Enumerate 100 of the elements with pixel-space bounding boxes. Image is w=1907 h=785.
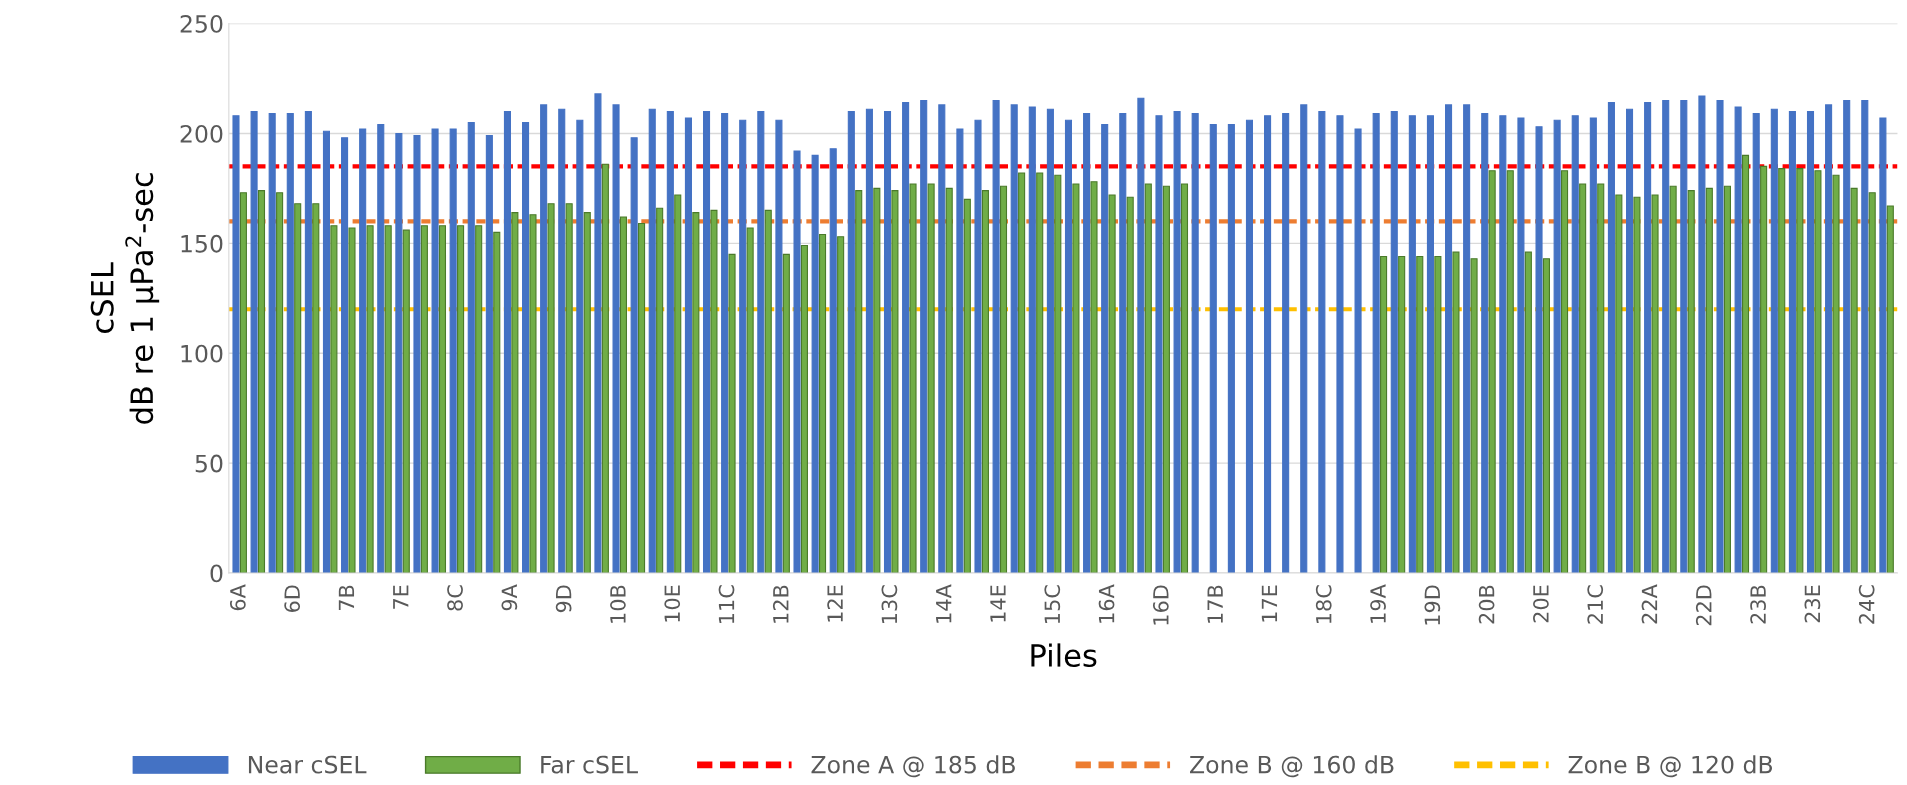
bar xyxy=(1615,194,1623,574)
bar xyxy=(1318,110,1326,574)
bar xyxy=(1010,104,1018,574)
bar xyxy=(1524,251,1532,574)
bar xyxy=(992,99,1000,574)
bar xyxy=(1571,115,1579,574)
bar xyxy=(1850,187,1858,574)
bar xyxy=(1046,108,1054,574)
bar xyxy=(540,104,548,574)
legend-label: Zone B @ 120 dB xyxy=(1568,755,1773,778)
bar xyxy=(1452,251,1460,574)
bar xyxy=(1470,258,1478,574)
bar xyxy=(1499,115,1507,574)
bar xyxy=(1770,108,1778,574)
bar xyxy=(431,128,439,574)
bar xyxy=(1806,110,1815,574)
bar xyxy=(1597,183,1605,574)
x-tick-label: 7E xyxy=(393,585,409,609)
bar xyxy=(348,227,356,574)
bar xyxy=(1788,110,1796,574)
bar xyxy=(1506,170,1514,574)
bar xyxy=(1589,117,1597,574)
bar xyxy=(612,104,620,574)
bar xyxy=(1741,154,1750,574)
bar xyxy=(330,225,338,574)
bar xyxy=(1579,183,1587,574)
bar xyxy=(1662,99,1670,574)
bar xyxy=(1408,115,1416,574)
x-tick-label: 18C xyxy=(1315,585,1332,623)
bar xyxy=(1072,183,1080,574)
bar xyxy=(420,225,428,574)
bar xyxy=(1119,113,1127,574)
bar xyxy=(1752,113,1760,574)
bar xyxy=(1843,99,1851,574)
x-tick-label: 19D xyxy=(1424,585,1441,625)
bar xyxy=(467,121,475,574)
bar xyxy=(485,135,493,574)
bar xyxy=(547,203,555,574)
x-tick-label: 14A xyxy=(936,584,952,623)
bar xyxy=(312,203,320,574)
bar xyxy=(674,194,682,574)
bar xyxy=(1716,99,1724,574)
x-tick-label: 22D xyxy=(1695,585,1712,626)
bar xyxy=(974,119,982,574)
x-tick-label: 16A xyxy=(1098,584,1115,623)
bar xyxy=(1380,255,1388,574)
x-tick-label: 20E xyxy=(1533,585,1549,623)
bar xyxy=(847,110,855,574)
bar xyxy=(837,236,845,574)
bar xyxy=(883,110,892,574)
bar xyxy=(402,229,410,574)
bar xyxy=(1028,106,1036,574)
bar xyxy=(1825,104,1833,574)
bar xyxy=(1625,108,1634,574)
bar xyxy=(619,216,628,574)
bar xyxy=(938,104,946,574)
bar xyxy=(268,113,276,574)
bar xyxy=(1886,205,1894,574)
bar xyxy=(276,192,284,574)
bar xyxy=(1651,194,1659,574)
bar xyxy=(1191,113,1199,574)
bar xyxy=(286,113,294,574)
bar xyxy=(1372,113,1380,574)
bar xyxy=(909,183,917,574)
bar xyxy=(1553,119,1561,574)
bar xyxy=(601,163,609,574)
bar xyxy=(1426,115,1434,574)
bar xyxy=(1698,95,1706,574)
x-tick-label: 8C xyxy=(447,585,463,611)
bar xyxy=(1064,119,1073,574)
x-tick-label: 10E xyxy=(664,585,681,622)
bar xyxy=(782,253,790,574)
bar xyxy=(1398,255,1406,574)
bar xyxy=(1861,99,1869,574)
x-tick-label: 20B xyxy=(1478,585,1495,624)
bar xyxy=(1126,196,1134,574)
bar xyxy=(1144,183,1152,574)
bar xyxy=(638,223,646,574)
bar xyxy=(239,192,247,574)
bar xyxy=(294,203,302,574)
y-tick-label: 0 xyxy=(210,564,223,583)
bar xyxy=(1760,165,1768,574)
legend-label: Zone B @ 160 dB xyxy=(1190,755,1394,778)
bar xyxy=(1090,181,1098,574)
bar xyxy=(1542,258,1550,574)
bar xyxy=(648,108,656,574)
bar xyxy=(630,137,638,574)
bar xyxy=(1796,168,1804,574)
legend-label: Zone A @ 185 dB xyxy=(811,755,1015,778)
bar xyxy=(565,203,573,574)
x-tick-label: 24C xyxy=(1858,585,1875,624)
bar xyxy=(775,119,783,574)
bar xyxy=(1173,110,1181,574)
bar xyxy=(865,108,873,574)
bar xyxy=(232,115,240,574)
bar xyxy=(438,225,447,574)
bar xyxy=(1463,104,1471,574)
bar xyxy=(800,244,808,574)
bar xyxy=(1354,128,1362,574)
bar xyxy=(963,198,971,574)
